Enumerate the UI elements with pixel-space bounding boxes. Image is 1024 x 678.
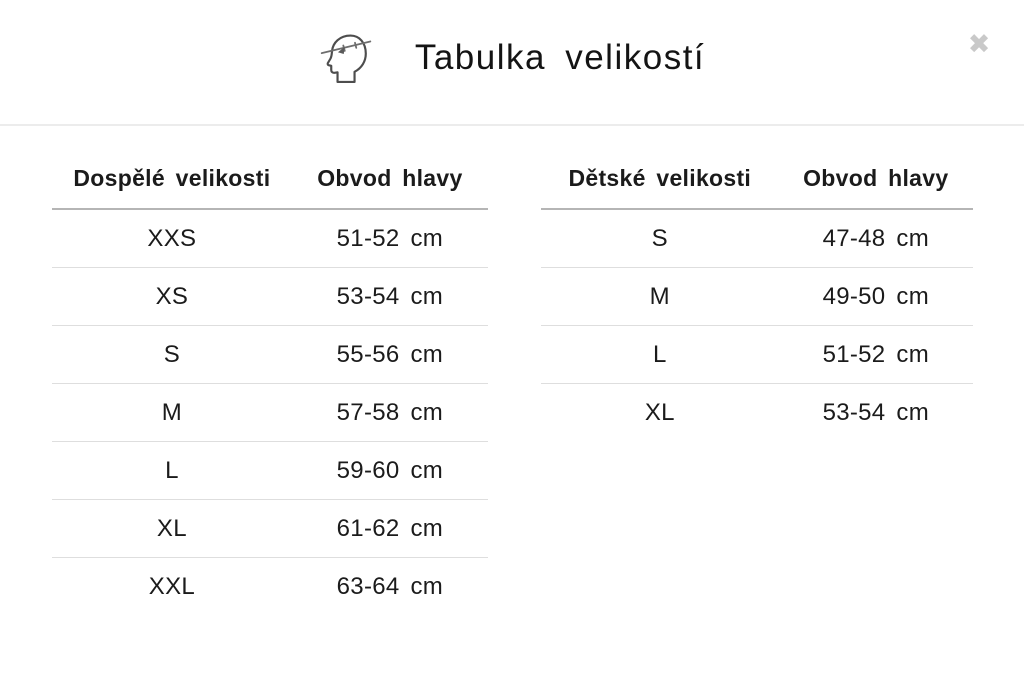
circumference-cell: 55-56 cm	[336, 340, 444, 368]
circumference-cell: 51-52 cm	[822, 340, 930, 368]
size-cell: XXS	[147, 224, 197, 252]
table-row: L 51-52 cm	[541, 326, 973, 384]
size-cell: S	[163, 340, 181, 368]
size-cell: L	[652, 340, 667, 368]
size-cell: M	[649, 282, 670, 310]
table-row: XL 53-54 cm	[541, 384, 973, 442]
adult-sizes-table: Dospělé velikosti Obvod hlavy XXS 51-52 c…	[52, 148, 488, 616]
circumference-cell: 61-62 cm	[336, 514, 444, 542]
table-row: M 49-50 cm	[541, 268, 973, 326]
size-cell: XXL	[148, 573, 196, 600]
column-header-size: Dospělé velikosti	[73, 164, 271, 191]
size-cell: XL	[644, 399, 675, 426]
table-row: XS 53-54 cm	[52, 268, 488, 326]
circumference-cell: 47-48 cm	[822, 224, 930, 252]
table-row: XL 61-62 cm	[52, 500, 488, 558]
table-row: S 47-48 cm	[541, 210, 973, 268]
table-header-row: Dětské velikosti Obvod hlavy	[541, 148, 973, 210]
column-header-circumference: Obvod hlavy	[803, 164, 949, 191]
circumference-cell: 53-54 cm	[822, 399, 930, 426]
size-cell: XS	[155, 282, 189, 310]
table-body: S 47-48 cm M 49-50 cm L 51-52 cm XL 53-54 cm	[541, 210, 973, 442]
column-header-size: Dětské velikosti	[568, 164, 752, 191]
size-cell: M	[161, 398, 183, 426]
circumference-cell: 53-54 cm	[336, 282, 444, 310]
table-row: XXL 63-64 cm	[52, 558, 488, 616]
circumference-cell: 49-50 cm	[822, 282, 930, 310]
table-row: M 57-58 cm	[52, 384, 488, 442]
circumference-cell: 63-64 cm	[336, 573, 444, 600]
head-measurement-icon	[319, 28, 373, 90]
size-cell: S	[651, 224, 668, 252]
circumference-cell: 57-58 cm	[336, 398, 444, 426]
children-sizes-table: Dětské velikosti Obvod hlavy S 47-48 cm M 4…	[541, 148, 973, 616]
table-row: L 59-60 cm	[52, 442, 488, 500]
table-row: XXS 51-52 cm	[52, 210, 488, 268]
size-cell: XL	[156, 514, 187, 542]
table-row: S 55-56 cm	[52, 326, 488, 384]
size-cell: L	[165, 456, 179, 484]
circumference-cell: 51-52 cm	[336, 224, 444, 252]
circumference-cell: 59-60 cm	[336, 456, 444, 484]
size-tables-container: Dospělé velikosti Obvod hlavy XXS 51-52 c…	[0, 148, 1024, 616]
table-header-row: Dospělé velikosti Obvod hlavy	[52, 148, 488, 210]
modal-title: Tabulka velikostí	[414, 38, 706, 77]
modal-header: Tabulka velikostí ✖	[0, 0, 1024, 126]
column-header-circumference: Obvod hlavy	[317, 164, 463, 191]
table-body: XXS 51-52 cm XS 53-54 cm S 55-56 cm M 57-58 cm L…	[52, 210, 488, 616]
close-icon[interactable]: ✖	[960, 26, 998, 64]
